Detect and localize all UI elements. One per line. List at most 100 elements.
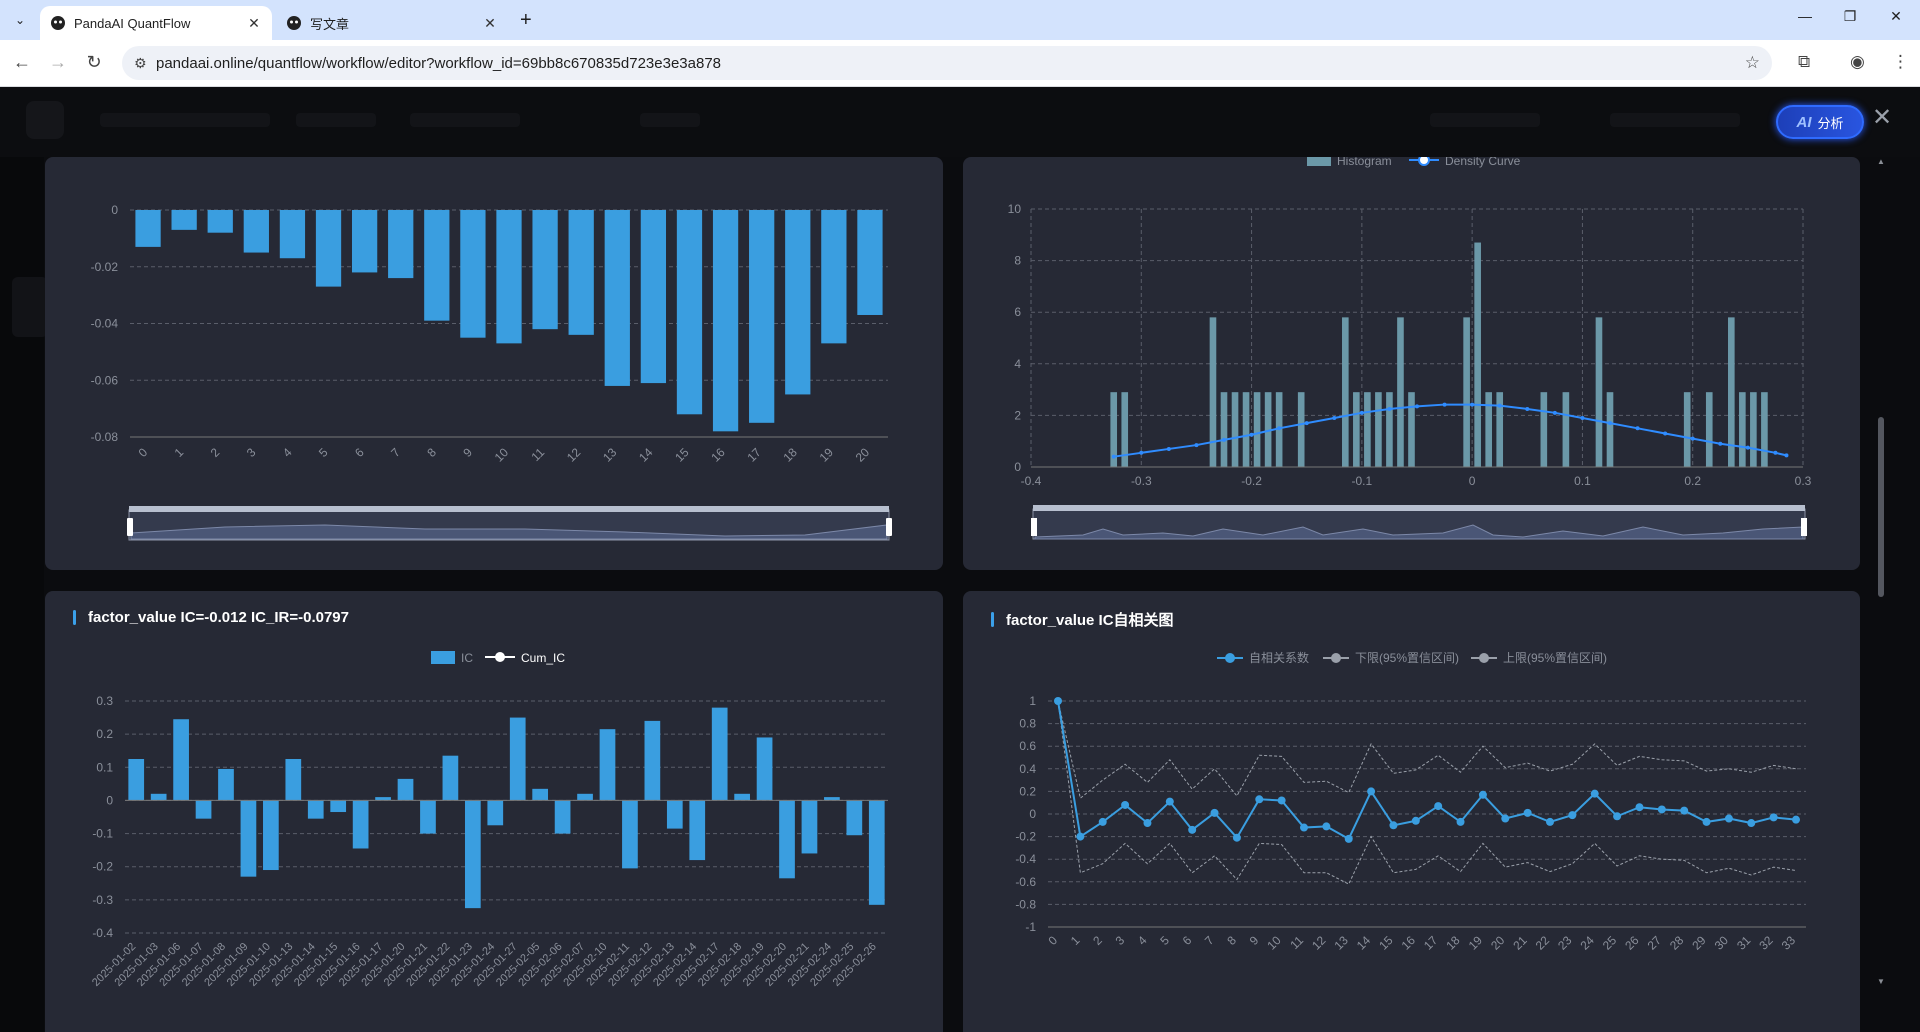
x-tick-label: 10 [492, 445, 512, 465]
autocorr-line [1057, 700, 1797, 841]
histogram-bar [1220, 392, 1228, 467]
density-point [1222, 437, 1226, 442]
ic-bar [868, 800, 885, 905]
autocorr-point [1411, 816, 1420, 825]
x-tick-label: 14 [636, 445, 656, 465]
app-header: AI 分析 ✕ [0, 87, 1920, 157]
new-tab-button[interactable]: + [520, 9, 532, 31]
autocorr-point [1054, 697, 1062, 705]
ic-bar [150, 793, 167, 801]
pandaai-favicon-icon [287, 16, 301, 30]
legend-label: 自相关系数 [1249, 650, 1309, 665]
y-tick-label: 0.8 [1019, 717, 1036, 731]
autocorr-point [1098, 817, 1107, 826]
autocorr-point [1344, 834, 1353, 843]
x-tick-label: 18 [781, 445, 801, 465]
tab-pandaai[interactable]: PandaAI QuantFlow ✕ [40, 6, 272, 40]
ic-bar [689, 800, 706, 861]
minimize-icon[interactable]: — [1798, 8, 1812, 24]
address-bar[interactable]: ⚙ pandaai.online/quantflow/workflow/edit… [122, 46, 1772, 80]
legend-density-label: Density Curve [1445, 157, 1521, 168]
datazoom-left-handle [1031, 518, 1037, 536]
y-tick-label: 2 [1014, 408, 1021, 422]
bar [207, 210, 233, 233]
legend-marker [1479, 653, 1489, 663]
x-tick-label: 29 [1689, 933, 1709, 953]
bar [351, 210, 378, 273]
ai-analysis-button[interactable]: AI 分析 [1776, 105, 1864, 139]
autocorr-point [1747, 819, 1756, 828]
autocorr-chart-title: factor_value IC自相关图 [1006, 612, 1174, 629]
bar [496, 210, 522, 344]
bookmark-star-icon[interactable]: ☆ [1744, 53, 1760, 72]
forward-icon[interactable]: → [49, 52, 67, 72]
scrollbar[interactable]: ▲ ▼ [1876, 157, 1886, 987]
density-point [1166, 446, 1171, 451]
x-tick-label: 15 [672, 445, 692, 465]
y-tick-label: 0 [1014, 460, 1021, 474]
histogram-bar [1110, 392, 1118, 467]
bar [749, 210, 775, 423]
legend-ic-label: IC [461, 651, 473, 665]
histogram-bar [1562, 392, 1570, 467]
close-icon[interactable]: ✕ [248, 14, 260, 31]
scroll-thumb[interactable] [1878, 417, 1884, 597]
tab-search-icon[interactable]: ⌄ [14, 13, 26, 27]
legend-histogram-swatch [1307, 157, 1331, 166]
x-tick-label: 5 [1157, 933, 1172, 948]
legend-cumic-label: Cum_IC [521, 651, 565, 665]
x-tick-label: -0.1 [1352, 474, 1373, 488]
density-point [1580, 415, 1585, 420]
bar [857, 210, 883, 315]
autocorr-line-chart: 自相关系数 下限(95%置信区间) 上限(95%置信区间) 1 0.8 0.6 0.4 0.2… [1015, 650, 1806, 953]
x-tick-label: 6 [1180, 933, 1195, 948]
title-accent [73, 610, 76, 625]
tab-write-article[interactable]: 写文章 ✕ [276, 6, 508, 40]
autocorr-point [1456, 817, 1465, 826]
histogram-bar [1761, 392, 1768, 467]
ic-bar [779, 800, 795, 879]
x-tick-label: 1 [172, 445, 187, 460]
restore-icon[interactable]: ❐ [1843, 8, 1857, 24]
histogram-chart: Histogram Density Curve 0 2 4 6 8 10 -0.4 -0.3 -0.… [1008, 157, 1812, 540]
datazoom-preview [1034, 524, 1804, 540]
close-icon[interactable]: ✕ [1872, 104, 1893, 131]
profile-icon[interactable]: ◉ [1850, 52, 1865, 71]
autocorr-point [1568, 811, 1577, 820]
x-tick-label: 24 [1578, 933, 1598, 953]
window-close-icon[interactable]: ✕ [1890, 8, 1902, 24]
y-tick-label: -0.4 [1015, 852, 1036, 866]
x-tick-label: 0 [136, 445, 151, 460]
ic-chart-title: factor_value IC=-0.012 IC_IR=-0.0797 [88, 609, 349, 626]
x-tick-label: 4 [1135, 933, 1150, 948]
density-point [1332, 415, 1337, 420]
density-point [1415, 404, 1419, 409]
scroll-down-icon[interactable]: ▼ [1877, 977, 1885, 986]
site-settings-icon[interactable]: ⚙ [134, 55, 147, 71]
app-logo [26, 101, 64, 139]
extensions-icon[interactable]: ⧉ [1798, 52, 1811, 71]
autocorr-point [1724, 814, 1733, 823]
reload-icon[interactable]: ↻ [86, 52, 102, 72]
y-tick-label: -0.4 [92, 926, 113, 940]
legend-ic-swatch [431, 651, 455, 664]
histogram-bar [1242, 392, 1250, 467]
autocorr-point [1657, 805, 1666, 814]
back-icon[interactable]: ← [13, 52, 31, 72]
y-tick-label: -0.02 [91, 260, 119, 274]
header-nav-placeholder [296, 113, 376, 127]
histogram-bar [1750, 392, 1757, 467]
bar [388, 210, 414, 279]
density-point [1194, 443, 1199, 448]
close-icon[interactable]: ✕ [484, 14, 496, 31]
menu-kebab-icon[interactable]: ⋮ [1892, 52, 1909, 71]
autocorr-point [1300, 823, 1308, 832]
x-tick-label: 11 [529, 445, 548, 464]
scroll-up-icon[interactable]: ▲ [1877, 157, 1885, 166]
ic-bar [375, 797, 391, 801]
histogram-bar [1353, 392, 1360, 467]
ic-bar [666, 800, 683, 829]
browser-toolbar: ← → ↻ ⚙ pandaai.online/quantflow/workflo… [0, 40, 1920, 87]
panel-ic-chart: factor_value IC=-0.012 IC_IR=-0.0797 IC C… [45, 591, 943, 1032]
histogram-bar [1540, 392, 1548, 467]
